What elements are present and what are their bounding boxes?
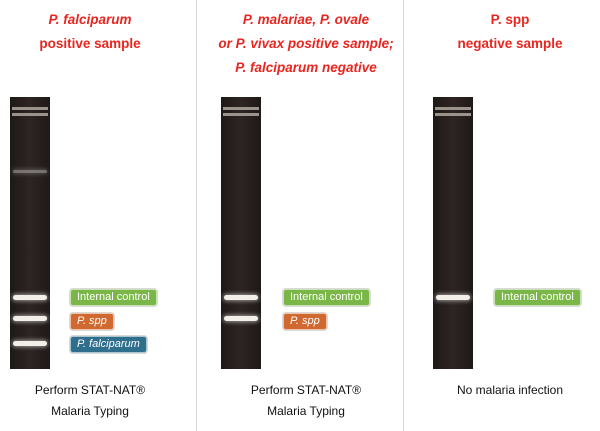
gel-band (224, 295, 258, 300)
gel-well (223, 113, 259, 116)
gel-well (435, 107, 471, 110)
footer-line: Malaria Typing (51, 404, 129, 418)
heading-line: positive sample (39, 36, 141, 51)
heading: P. malariae, P. ovale or P. vivax positiv… (206, 8, 406, 80)
gel-band (13, 170, 47, 173)
gel-well (223, 107, 259, 110)
heading-line: negative sample (457, 36, 563, 51)
heading-line: P. spp (490, 12, 530, 27)
gel-band (13, 316, 47, 321)
gel-lane (221, 97, 261, 369)
footer-line: Perform STAT-NAT® (34, 383, 146, 397)
gel-band (13, 295, 47, 300)
separator (403, 0, 404, 431)
gel-well (12, 107, 48, 110)
heading-line: P. falciparum negative (235, 60, 377, 75)
heading-line: P. malariae, P. ovale (242, 12, 370, 27)
separator (196, 0, 197, 431)
band-label: Internal control (494, 289, 581, 306)
heading: P. falciparum positive sample (0, 8, 190, 56)
gel-well (435, 113, 471, 116)
gel-band (224, 316, 258, 321)
heading-line: P. falciparum (48, 12, 132, 27)
gel-lane (433, 97, 473, 369)
footer-line: No malaria infection (456, 383, 564, 397)
band-label: Internal control (70, 289, 157, 306)
footer: Perform STAT-NAT® Malaria Typing (206, 380, 406, 422)
heading-line: or P. vivax positive sample; (218, 36, 394, 51)
footer: No malaria infection (410, 380, 600, 401)
band-label: P. spp (283, 313, 327, 330)
heading: P. spp negative sample (410, 8, 600, 56)
band-label: P. spp (70, 313, 114, 330)
gel-band (13, 341, 47, 346)
gel-lane (10, 97, 50, 369)
band-label: P. falciparum (70, 336, 147, 353)
gel-well (12, 113, 48, 116)
footer-line: Perform STAT-NAT® (250, 383, 362, 397)
band-label: Internal control (283, 289, 370, 306)
footer-line: Malaria Typing (267, 404, 345, 418)
footer: Perform STAT-NAT® Malaria Typing (0, 380, 190, 422)
gel-band (436, 295, 470, 300)
